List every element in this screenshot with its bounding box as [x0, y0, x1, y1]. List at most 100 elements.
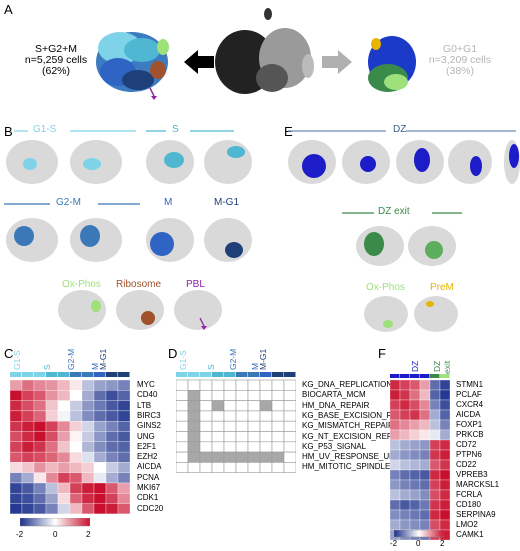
heatmap-f-cell [390, 389, 401, 401]
panel-letter-a: A [4, 2, 13, 17]
panel-e-graphics [288, 130, 520, 332]
heatmap-c-cell [117, 421, 131, 432]
umap-prem [414, 296, 458, 332]
umap-dz-2 [342, 140, 390, 184]
f-col-dz: DZ [410, 360, 420, 372]
f-col-dzexit-dz: DZ [432, 360, 442, 372]
pathway-label: HM_DNA_REPAIR [302, 400, 370, 410]
heatmap-c-cell [33, 482, 47, 494]
heatmap-f-cell [390, 459, 401, 471]
heatmap-f-cell [429, 479, 441, 491]
cycling-count-label: n=5,259 cells [24, 54, 88, 66]
label-g1s: G1-S [33, 124, 57, 135]
heatmap-f-cell [390, 479, 401, 491]
resting-count-label: n=3,209 cells [428, 54, 492, 66]
pathway-grid-cell [247, 462, 261, 474]
heatmap-c-cell [81, 451, 95, 463]
heatmap-f-cell [390, 469, 401, 481]
heatmap-f-cell [419, 459, 431, 471]
pathway-grid-cell [176, 431, 189, 443]
pathway-grid-cell [235, 410, 249, 422]
c-group-bar-cell [94, 372, 106, 377]
pathway-grid-cell [247, 400, 261, 412]
umap-s-2 [204, 140, 252, 184]
c-col-g1s: G1-S [12, 350, 22, 370]
heatmap-f-cell [429, 519, 441, 531]
heatmap-c-cell [117, 462, 131, 473]
heatmap-c-cell [33, 379, 47, 391]
pathway-grid-cell [259, 441, 273, 453]
heatmap-c-cell [81, 493, 95, 504]
cycling-cells-label: S+G2+M n=5,259 cells (62%) [20, 44, 92, 77]
heatmap-f-cell [429, 429, 441, 441]
d-group-bar-cell [200, 372, 212, 377]
heatmap-c-cell [81, 472, 95, 484]
legend-c-max: 2 [86, 530, 91, 539]
heatmap-c-cell [93, 441, 107, 453]
heatmap-c-cell [69, 472, 83, 484]
legend-f-colorbar [394, 530, 444, 538]
heatmap-f-cell [419, 509, 431, 521]
heatmap-f-cell [390, 419, 401, 431]
umap-g1s-1 [6, 140, 58, 184]
gene-label: LMO2 [456, 520, 478, 529]
pathway-grid-cell [199, 389, 213, 401]
pathway-grid-cell [176, 451, 189, 463]
heatmap-c-cell [93, 400, 107, 412]
heatmap-c-cell [93, 390, 107, 401]
pathway-grid-cell [187, 431, 201, 443]
pathway-grid-cell [223, 431, 237, 443]
pathway-grid-cell [187, 462, 201, 474]
heatmap-f-cell [390, 429, 401, 441]
heatmap-c-cell [81, 400, 95, 412]
pathway-label: KG_BASE_EXCISION_REPAIR [302, 410, 416, 420]
pathway-grid-cell [176, 462, 189, 474]
heatmap-c-cell [69, 451, 83, 463]
legend-f-min: -2 [390, 539, 398, 548]
heatmap-c-cell [21, 472, 35, 484]
heatmap-c-cell [33, 410, 47, 422]
heatmap-f-cell [409, 479, 421, 491]
heatmap-c-cell [21, 441, 35, 453]
heatmap-f-cell [399, 489, 411, 501]
heatmap-f-cell [439, 439, 451, 451]
heatmap-c-cell [105, 503, 119, 515]
heatmap-c-cell [105, 441, 119, 453]
pathway-grid-cell [211, 400, 225, 412]
gene-label: PCLAF [456, 390, 482, 399]
heatmap-c-cell [33, 472, 47, 484]
panel-letter-d: D [168, 346, 178, 361]
pathway-grid-cell [283, 462, 296, 474]
pathway-grid-cell [187, 410, 201, 422]
umap-pbl [174, 290, 222, 330]
gene-label: FCRLA [456, 490, 483, 499]
heatmap-f-cell [390, 499, 401, 511]
pathway-grid-cell [211, 410, 225, 422]
heatmap-c-cell [105, 472, 119, 484]
black-arrow-icon [184, 50, 214, 74]
gene-label: CDK1 [137, 493, 159, 503]
gene-label: CD40 [137, 390, 158, 400]
pathway-grid-cell [283, 389, 296, 401]
heatmap-f-cell [439, 419, 451, 431]
d-group-bar-cell [284, 372, 296, 377]
d-group-bar-cell [260, 372, 272, 377]
heatmap-f-cell [409, 389, 421, 401]
pathway-grid-cell [271, 420, 285, 432]
heatmap-f-cell [429, 439, 441, 451]
heatmap-f-cell [419, 489, 431, 501]
pathway-grid-cell [223, 400, 237, 412]
heatmap-c-cell [10, 379, 23, 391]
heatmap-f-cell [419, 409, 431, 421]
heatmap-c-cell [93, 410, 107, 422]
heatmap-f-cell [409, 419, 421, 431]
d-group-bar-cell [176, 372, 188, 377]
heatmap-c-cell [105, 421, 119, 432]
f-group-bar-cell [420, 374, 430, 378]
heatmap-c-cell [45, 431, 59, 442]
pathway-grid-cell [199, 420, 213, 432]
umap-g1s-2 [70, 140, 122, 184]
heatmap-c-cell [45, 410, 59, 422]
gene-label: GINS2 [137, 421, 162, 431]
heatmap-c-cell [21, 482, 35, 494]
